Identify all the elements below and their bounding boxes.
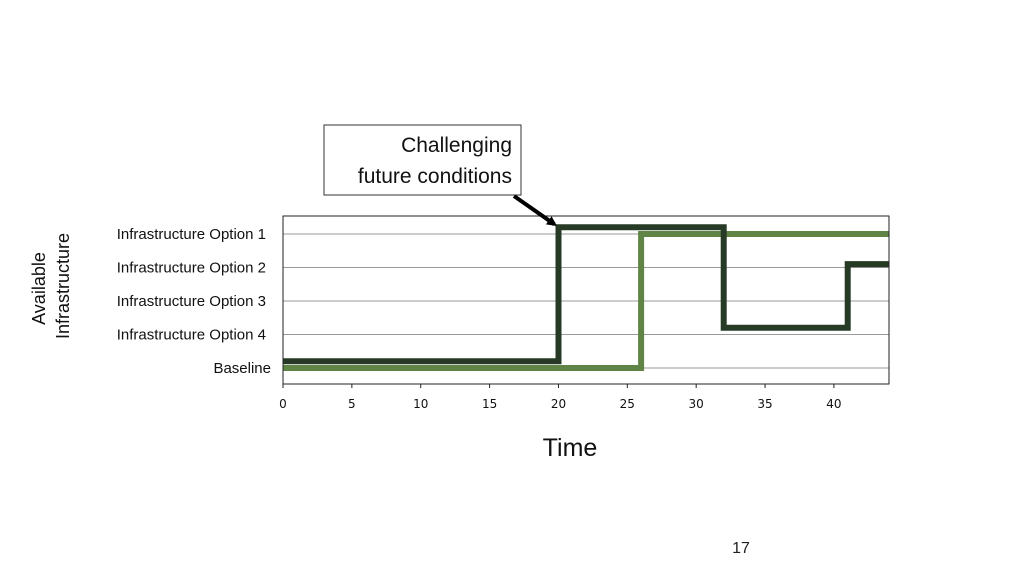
y-axis-label-line-1: Available bbox=[29, 252, 49, 325]
page-number: 17 bbox=[732, 540, 750, 557]
series-lines bbox=[283, 224, 889, 371]
callout-annotation: Challenging future conditions bbox=[323, 124, 557, 227]
x-tick-label: 25 bbox=[620, 397, 635, 411]
y-axis-label: Available Infrastructure bbox=[29, 233, 73, 339]
plot-frame bbox=[282, 215, 890, 385]
x-tick-labels: 0 5 10 15 20 25 30 35 40 bbox=[279, 384, 842, 411]
x-tick-label: 5 bbox=[348, 397, 356, 411]
callout-line-1: Challenging bbox=[401, 134, 512, 157]
x-tick-label: 35 bbox=[757, 397, 772, 411]
x-tick-label: 20 bbox=[551, 397, 566, 411]
grid-lines bbox=[283, 233, 889, 369]
x-tick-label: 15 bbox=[482, 397, 497, 411]
callout-arrow bbox=[512, 194, 557, 227]
y-tick-label: Baseline bbox=[213, 360, 271, 377]
x-axis-label: Time bbox=[543, 434, 598, 462]
x-tick-label: 0 bbox=[279, 397, 287, 411]
callout-line-2: future conditions bbox=[358, 165, 512, 188]
callout-box bbox=[323, 124, 522, 196]
x-tick-label: 40 bbox=[826, 397, 841, 411]
x-tick-label: 30 bbox=[689, 397, 704, 411]
y-tick-label: Infrastructure Option 3 bbox=[117, 293, 266, 310]
y-axis-label-line-2: Infrastructure bbox=[53, 233, 73, 339]
x-tick-label: 10 bbox=[413, 397, 428, 411]
y-tick-label: Infrastructure Option 4 bbox=[117, 327, 266, 344]
y-tick-label: Infrastructure Option 1 bbox=[117, 226, 266, 243]
y-tick-label: Infrastructure Option 2 bbox=[117, 260, 266, 277]
y-tick-labels: Baseline Infrastructure Option 4 Infrastru… bbox=[117, 226, 271, 377]
series-line-dark bbox=[283, 224, 889, 365]
series-line-light bbox=[283, 231, 889, 371]
